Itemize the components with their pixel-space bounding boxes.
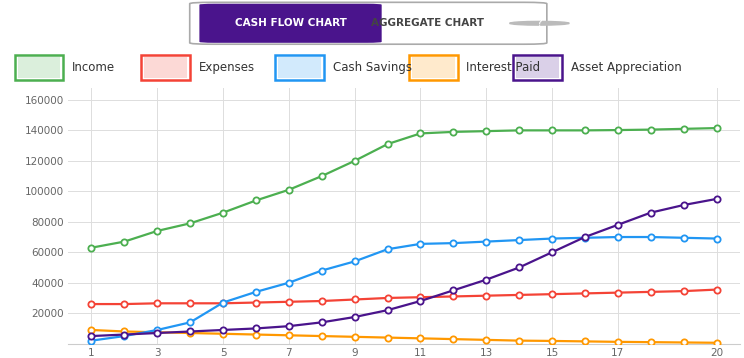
FancyBboxPatch shape <box>141 54 190 80</box>
Text: Income: Income <box>72 61 115 74</box>
FancyBboxPatch shape <box>278 57 321 78</box>
Circle shape <box>510 21 569 25</box>
Text: Asset Appreciation: Asset Appreciation <box>571 61 682 74</box>
FancyBboxPatch shape <box>412 57 455 78</box>
FancyBboxPatch shape <box>516 57 559 78</box>
FancyBboxPatch shape <box>513 54 562 80</box>
FancyBboxPatch shape <box>144 57 187 78</box>
Text: Cash Savings: Cash Savings <box>333 61 411 74</box>
Text: AGGREGATE CHART: AGGREGATE CHART <box>371 18 484 28</box>
FancyBboxPatch shape <box>190 2 547 44</box>
FancyBboxPatch shape <box>199 4 382 43</box>
Text: Interest Paid: Interest Paid <box>466 61 541 74</box>
Text: Expenses: Expenses <box>199 61 254 74</box>
FancyBboxPatch shape <box>409 54 458 80</box>
FancyBboxPatch shape <box>275 54 324 80</box>
Text: CASH FLOW CHART: CASH FLOW CHART <box>235 18 347 28</box>
FancyBboxPatch shape <box>18 57 60 78</box>
Text: ?: ? <box>536 18 542 28</box>
FancyBboxPatch shape <box>15 54 63 80</box>
